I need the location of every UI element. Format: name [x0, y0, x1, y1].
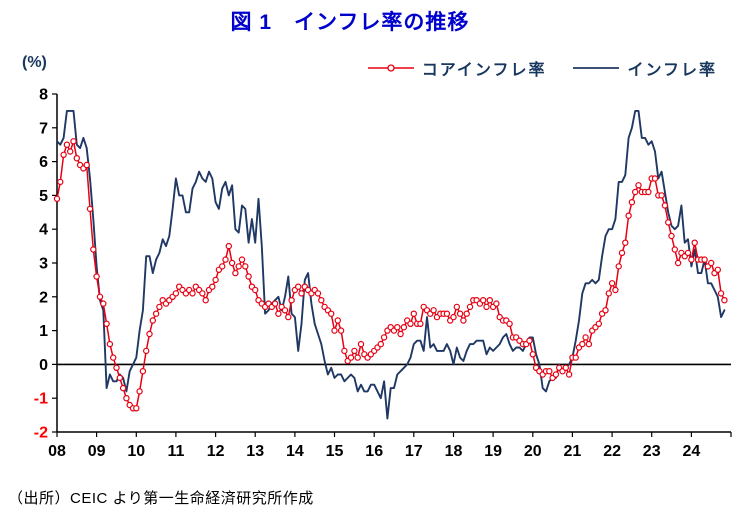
svg-text:6: 6 — [39, 154, 48, 171]
svg-text:-1: -1 — [34, 391, 48, 408]
svg-text:2: 2 — [39, 289, 48, 306]
svg-text:13: 13 — [246, 443, 264, 460]
svg-text:22: 22 — [603, 443, 621, 460]
y-axis: 8 7 6 5 4 3 2 1 0 -1 -2 — [34, 87, 58, 442]
svg-text:09: 09 — [88, 443, 106, 460]
svg-text:5: 5 — [39, 188, 48, 205]
svg-text:0: 0 — [39, 357, 48, 374]
chart-area: 8 7 6 5 4 3 2 1 0 -1 -2 08 09 10 11 12 13 14 15 16 17 18 19 20 2… — [0, 80, 739, 477]
core-inflation-line-sample-icon — [367, 64, 414, 72]
svg-text:7: 7 — [39, 120, 48, 137]
svg-text:10: 10 — [127, 443, 145, 460]
svg-text:12: 12 — [207, 443, 225, 460]
legend: コアインフレ率 インフレ率 — [367, 56, 717, 80]
legend-label-core-inflation: コアインフレ率 — [421, 62, 547, 79]
svg-text:-2: -2 — [34, 425, 48, 442]
svg-text:1: 1 — [39, 323, 48, 340]
svg-text:08: 08 — [48, 443, 66, 460]
svg-text:17: 17 — [405, 443, 423, 460]
svg-text:19: 19 — [484, 443, 502, 460]
legend-item-headline-inflation: インフレ率 — [572, 56, 717, 80]
svg-text:20: 20 — [524, 443, 542, 460]
svg-text:24: 24 — [683, 443, 701, 460]
headline-inflation-line — [56, 109, 726, 420]
svg-text:23: 23 — [643, 443, 661, 460]
core-inflation-line — [53, 138, 728, 412]
svg-text:3: 3 — [39, 256, 48, 273]
svg-text:21: 21 — [564, 443, 582, 460]
svg-text:4: 4 — [39, 222, 48, 239]
svg-text:14: 14 — [286, 443, 304, 460]
x-axis: 08 09 10 11 12 13 14 15 16 17 18 19 20 21 22 23 24 — [48, 431, 732, 460]
page-title: 図 1 インフレ率の推移 — [230, 11, 470, 34]
legend-label-headline-inflation: インフレ率 — [627, 62, 717, 79]
y-axis-unit-label: (%) — [22, 54, 47, 71]
svg-text:8: 8 — [39, 87, 48, 104]
legend-item-core-inflation: コアインフレ率 — [367, 56, 547, 80]
svg-text:11: 11 — [167, 443, 184, 460]
svg-text:16: 16 — [365, 443, 383, 460]
headline-inflation-line-sample-icon — [573, 67, 620, 69]
svg-text:15: 15 — [326, 443, 344, 460]
svg-text:18: 18 — [445, 443, 463, 460]
source-note: （出所）CEIC より第一生命経済研究所作成 — [8, 490, 314, 507]
